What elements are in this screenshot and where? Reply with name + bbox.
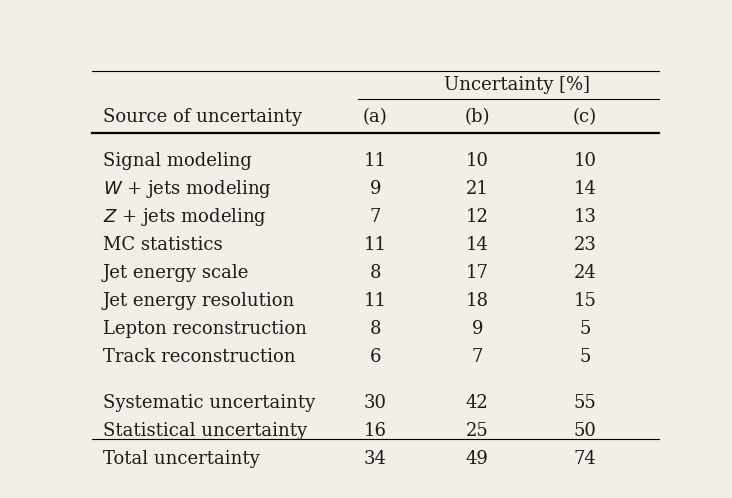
Text: 6: 6	[370, 348, 381, 367]
Text: 14: 14	[466, 237, 489, 254]
Text: 14: 14	[574, 180, 597, 198]
Text: 13: 13	[574, 208, 597, 227]
Text: Jet energy scale: Jet energy scale	[102, 264, 249, 282]
Text: Source of uncertainty: Source of uncertainty	[102, 108, 302, 126]
Text: 74: 74	[574, 450, 597, 468]
Text: 9: 9	[370, 180, 381, 198]
Text: 10: 10	[574, 152, 597, 170]
Text: 8: 8	[370, 264, 381, 282]
Text: 49: 49	[466, 450, 489, 468]
Text: Uncertainty [%]: Uncertainty [%]	[444, 76, 590, 94]
Text: 55: 55	[574, 393, 597, 411]
Text: Total uncertainty: Total uncertainty	[102, 450, 260, 468]
Text: 16: 16	[364, 422, 386, 440]
Text: 5: 5	[579, 320, 591, 338]
Text: 50: 50	[574, 422, 597, 440]
Text: 11: 11	[364, 292, 386, 310]
Text: Systematic uncertainty: Systematic uncertainty	[102, 393, 315, 411]
Text: $Z$ + jets modeling: $Z$ + jets modeling	[102, 206, 266, 229]
Text: MC statistics: MC statistics	[102, 237, 223, 254]
Text: Statistical uncertainty: Statistical uncertainty	[102, 422, 307, 440]
Text: 5: 5	[579, 348, 591, 367]
Text: 9: 9	[471, 320, 483, 338]
Text: 11: 11	[364, 152, 386, 170]
Text: (a): (a)	[363, 108, 387, 126]
Text: 21: 21	[466, 180, 489, 198]
Text: 7: 7	[370, 208, 381, 227]
Text: 10: 10	[466, 152, 489, 170]
Text: Track reconstruction: Track reconstruction	[102, 348, 295, 367]
Text: (c): (c)	[573, 108, 597, 126]
Text: 17: 17	[466, 264, 489, 282]
Text: 7: 7	[471, 348, 483, 367]
Text: 34: 34	[364, 450, 386, 468]
Text: 42: 42	[466, 393, 489, 411]
Text: 23: 23	[574, 237, 597, 254]
Text: (b): (b)	[465, 108, 490, 126]
Text: 15: 15	[574, 292, 597, 310]
Text: 11: 11	[364, 237, 386, 254]
Text: 18: 18	[466, 292, 489, 310]
Text: Signal modeling: Signal modeling	[102, 152, 252, 170]
Text: 12: 12	[466, 208, 489, 227]
Text: Jet energy resolution: Jet energy resolution	[102, 292, 295, 310]
Text: $W$ + jets modeling: $W$ + jets modeling	[102, 178, 272, 200]
Text: 24: 24	[574, 264, 597, 282]
Text: Lepton reconstruction: Lepton reconstruction	[102, 320, 307, 338]
Text: 30: 30	[364, 393, 386, 411]
Text: 25: 25	[466, 422, 489, 440]
Text: 8: 8	[370, 320, 381, 338]
